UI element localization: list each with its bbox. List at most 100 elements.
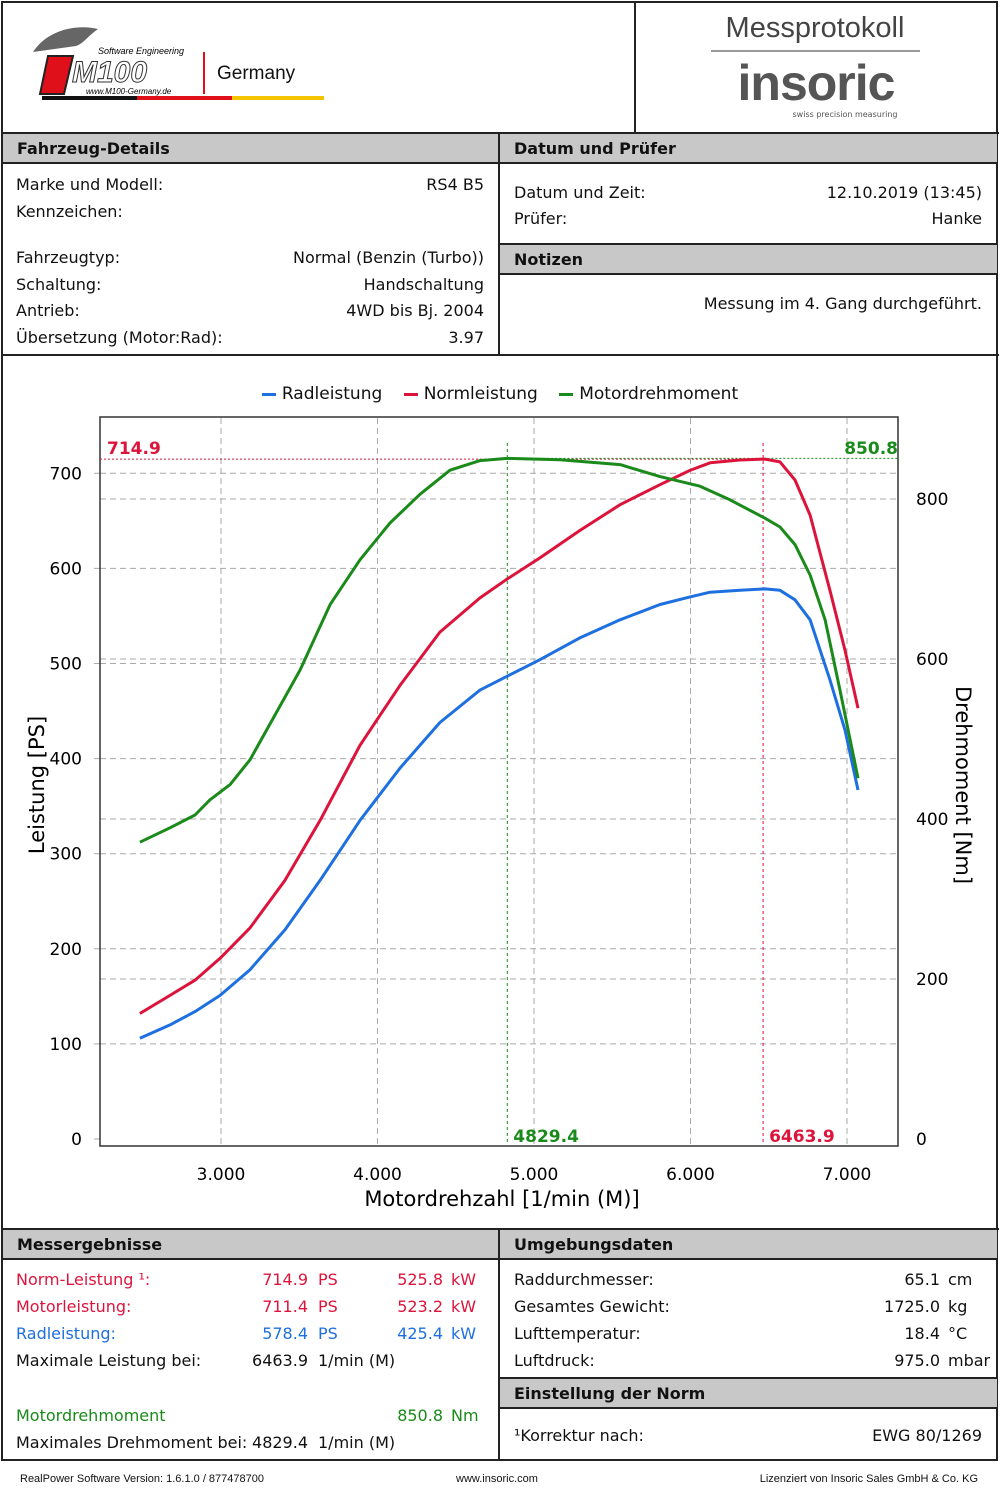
vehicle-value: 3.97 [448,328,484,347]
torque-value: 850.8 [397,1406,443,1425]
chart-grid [94,418,898,1145]
unit: 1/min (M) [318,1433,396,1452]
y-tick-label: 700 [50,464,82,484]
y2-axis-label: Drehmoment [Nm] [951,686,975,884]
series-normleistung [139,457,860,1015]
norm-label: ¹Korrektur nach: [514,1426,644,1445]
x-tick-label: 7.000 [823,1165,872,1185]
wheel-power-ps: 578.4 [262,1324,308,1343]
y2-tick-label: 600 [916,650,948,670]
chart-markers: 714.9 850.8 4829.4 6463.9 [100,439,898,1147]
legend-label: Radleistung [281,384,383,404]
env-section-title: Umgebungsdaten [500,1230,997,1260]
norm-power-ps: 714.9 [262,1270,308,1289]
chart-legend: Radleistung Normleistung Motordrehmoment [0,384,1000,404]
date-value: 12.10.2019 (13:45) [826,183,982,202]
unit: PS [318,1324,338,1343]
results-section-title: Messergebnisse [3,1230,498,1260]
unit: PS [318,1297,338,1316]
insoric-logo: insoric [737,55,896,111]
footer-version: RealPower Software Version: 1.6.1.0 / 87… [20,1473,264,1485]
title-underline [711,50,920,52]
legend-item-radleistung: Radleistung [261,384,383,404]
vehicle-value: 4WD bis Bj. 2004 [346,301,484,320]
norm-value: EWG 80/1269 [872,1426,982,1445]
unit: kW [451,1270,477,1289]
vehicle-label: Schaltung: [16,275,102,294]
norm-power-kw: 525.8 [397,1270,443,1289]
vehicle-label: Übersetzung (Motor:Rad): [16,328,223,347]
legend-label: Motordrehmoment [579,384,739,404]
legend-label: Normleistung [423,384,538,404]
x-tick-label: 4.000 [353,1165,402,1185]
unit: kW [451,1324,477,1343]
x-axis-label: Motordrehzahl [1/min (M)] [364,1187,639,1211]
env-value: 975.0 [894,1351,940,1370]
y2-tick-label: 400 [916,810,948,830]
unit: kW [451,1297,477,1316]
insoric-tagline: swiss precision measuring [792,110,898,119]
max-torque-label: Maximales Drehmoment bei: [16,1433,248,1452]
engine-power-kw: 523.2 [397,1297,443,1316]
x-tick-label: 6.000 [666,1165,715,1185]
svg-text:M100: M100 [72,56,147,89]
vehicle-label: Marke und Modell: [16,175,164,194]
unit: °C [948,1324,968,1343]
unit: 1/min (M) [318,1351,396,1370]
chart-series [139,456,860,1040]
engine-power-ps: 711.4 [262,1297,308,1316]
max-power-label: Maximale Leistung bei: [16,1351,202,1370]
logo-tagline: Software Engineering [98,46,184,56]
footer-license: Lizenziert von Insoric Sales GmbH & Co. … [759,1473,978,1485]
footer-website[interactable]: www.insoric.com [456,1473,538,1485]
env-label: Gesamtes Gewicht: [514,1297,670,1316]
env-value: 1725.0 [884,1297,940,1316]
x-tick-label: 3.000 [197,1165,246,1185]
m100-logo: M100 Software Engineering www.M100-Germa… [28,24,328,104]
engine-power-label: Motorleistung: [16,1297,132,1316]
divider [498,134,500,356]
env-label: Lufttemperatur: [514,1324,641,1343]
y-tick-label: 200 [50,940,82,960]
vehicle-value: Normal (Benzin (Turbo)) [293,248,484,267]
y-tick-label: 400 [50,750,82,770]
y-tick-label: 300 [50,845,82,865]
env-label: Raddurchmesser: [514,1270,654,1289]
divider [1,354,999,356]
env-label: Luftdruck: [514,1351,595,1370]
torque-label: Motordrehmoment [16,1406,166,1425]
y-tick-label: 500 [50,655,82,675]
env-value: 18.4 [904,1324,940,1343]
y2-tick-label: 200 [916,970,948,990]
vehicle-label: Antrieb: [16,301,80,320]
norm-power-label: Norm-Leistung ¹: [16,1270,151,1289]
plot-frame [99,416,899,1147]
norm-section-title: Einstellung der Norm [500,1379,997,1409]
series-motordrehmoment [139,456,860,844]
divider [1,132,999,134]
max-power-rpm-label: 6463.9 [769,1127,835,1147]
x-tick-label: 5.000 [510,1165,559,1185]
examiner-value: Hanke [931,209,982,228]
date-section-title: Datum und Prüfer [500,134,997,164]
divider [1,1228,999,1230]
unit: PS [318,1270,338,1289]
max-power-rpm: 6463.9 [252,1351,308,1370]
y2-tick-label: 0 [916,1130,927,1150]
vehicle-value: RS4 B5 [426,175,484,194]
wheel-power-kw: 425.4 [397,1324,443,1343]
vehicle-label: Kennzeichen: [16,202,123,221]
vehicle-value: Handschaltung [363,275,484,294]
divider [499,1377,998,1379]
chart-ticks: 3.000 4.000 5.000 6.000 7.000 0 100 200 300 400 50… [50,464,949,1185]
unit: cm [948,1270,973,1289]
svg-text:www.M100-Germany.de: www.M100-Germany.de [86,87,172,96]
divider [634,1,636,134]
y-tick-label: 0 [71,1130,82,1150]
env-value: 65.1 [904,1270,940,1289]
notes-text: Messung im 4. Gang durchgeführt. [703,294,982,313]
y-tick-label: 100 [50,1035,82,1055]
unit: kg [948,1297,968,1316]
max-torque-rpm-label: 4829.4 [513,1127,579,1147]
examiner-label: Prüfer: [514,209,568,228]
